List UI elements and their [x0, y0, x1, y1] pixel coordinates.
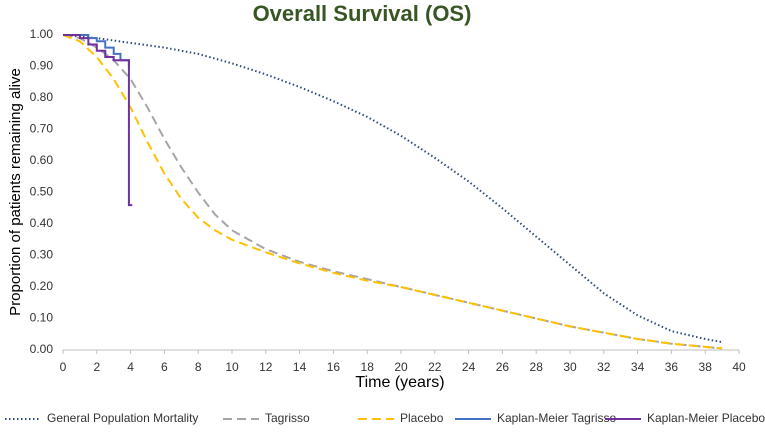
- x-tick-label: 30: [563, 360, 577, 374]
- x-tick-label: 38: [699, 360, 713, 374]
- series-line: [62, 34, 723, 350]
- y-axis-title: Proportion of patients remaining alive: [7, 68, 24, 316]
- series-line: [62, 34, 723, 350]
- y-tick-label: 0.70: [30, 122, 54, 136]
- x-tick-label: 36: [665, 360, 679, 374]
- y-tick-label: 0.50: [30, 185, 54, 199]
- chart-title: Overall Survival (OS): [253, 1, 472, 26]
- x-axis-title: Time (years): [355, 374, 444, 391]
- y-tick-label: 0.90: [30, 59, 54, 73]
- y-tick-label: 0.40: [30, 216, 54, 230]
- x-tick-label: 32: [597, 360, 611, 374]
- y-tick-label: 0.00: [30, 342, 54, 356]
- x-tick-label: 14: [293, 360, 307, 374]
- x-tick-label: 6: [161, 360, 168, 374]
- x-tick-label: 8: [195, 360, 202, 374]
- x-tick-label: 0: [60, 360, 67, 374]
- x-tick-label: 22: [428, 360, 442, 374]
- x-tick-label: 24: [462, 360, 476, 374]
- x-tick-label: 10: [225, 360, 239, 374]
- x-tick-label: 20: [394, 360, 408, 374]
- x-tick-label: 26: [496, 360, 510, 374]
- series-line: [62, 34, 723, 344]
- x-tick-label: 40: [732, 360, 746, 374]
- y-tick-label: 0.30: [30, 248, 54, 262]
- legend-label: General Population Mortality: [47, 411, 198, 425]
- y-tick-label: 0.60: [30, 153, 54, 167]
- legend-label: Tagrisso: [265, 411, 310, 425]
- x-tick-label: 12: [259, 360, 273, 374]
- x-tick-label: 34: [631, 360, 645, 374]
- legend-label: Kaplan-Meier Placebo: [647, 411, 765, 425]
- legend-label: Placebo: [400, 411, 444, 425]
- x-tick-label: 4: [127, 360, 134, 374]
- x-tick-label: 16: [327, 360, 341, 374]
- y-tick-label: 0.10: [30, 311, 54, 325]
- y-tick-label: 1.00: [30, 27, 54, 41]
- x-tick-label: 28: [530, 360, 544, 374]
- y-tick-label: 0.80: [30, 90, 54, 104]
- x-tick-label: 18: [361, 360, 375, 374]
- legend-label: Kaplan-Meier Tagrisso: [497, 411, 616, 425]
- y-tick-label: 0.20: [30, 279, 54, 293]
- series-line: [63, 34, 133, 207]
- x-tick-label: 2: [93, 360, 100, 374]
